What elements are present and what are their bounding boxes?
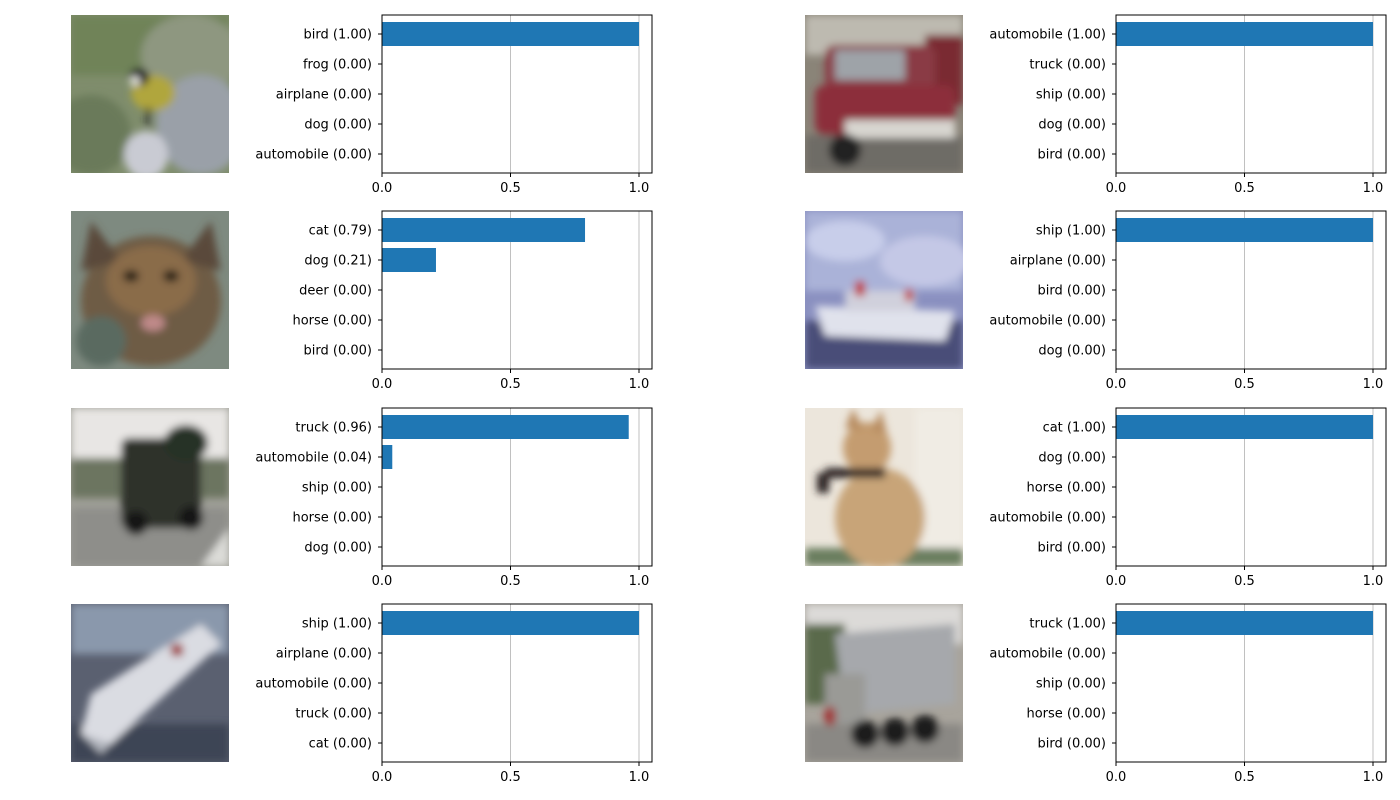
category-label: airplane (0.00) — [1010, 254, 1106, 269]
category-label: ship (0.00) — [1036, 88, 1106, 103]
cat-photo-2 — [805, 408, 963, 566]
category-label: automobile (0.00) — [989, 647, 1106, 662]
x-tick-label: 0.0 — [1106, 770, 1127, 785]
x-tick-label: 1.0 — [1363, 377, 1384, 392]
x-tick-label: 0.5 — [500, 377, 521, 392]
category-label: horse (0.00) — [1026, 481, 1106, 496]
category-label: automobile (0.04) — [255, 451, 372, 466]
category-label: dog (0.00) — [1038, 118, 1106, 133]
bar — [382, 415, 629, 439]
chart-panel-1: bird (1.00) frog (0.00) airplane (0.00) dog… — [255, 14, 653, 196]
x-tick-label: 0.5 — [1234, 770, 1255, 785]
category-label: automobile (1.00) — [989, 28, 1106, 43]
x-tick-label: 0.5 — [500, 770, 521, 785]
truck-photo-2 — [805, 604, 963, 762]
category-label: dog (0.00) — [304, 118, 372, 133]
category-label: cat (0.00) — [309, 737, 372, 752]
category-label: ship (1.00) — [1036, 224, 1106, 239]
category-label: automobile (0.00) — [255, 677, 372, 692]
chart-panel-4: ship (1.00) airplane (0.00) bird (0.00) aut… — [989, 210, 1387, 392]
category-label: bird (0.00) — [1038, 737, 1106, 752]
category-label: bird (0.00) — [304, 344, 372, 359]
category-label: dog (0.00) — [304, 541, 372, 556]
category-label: horse (0.00) — [292, 314, 372, 329]
bar — [1116, 611, 1373, 635]
x-tick-label: 1.0 — [629, 377, 650, 392]
chart-panel-3: cat (0.79) dog (0.21) deer (0.00) horse (0.… — [292, 210, 653, 392]
x-tick-label: 0.0 — [372, 770, 393, 785]
x-tick-label: 0.5 — [500, 181, 521, 196]
bar — [382, 218, 586, 242]
category-label: dog (0.00) — [1038, 344, 1106, 359]
category-label: bird (0.00) — [1038, 284, 1106, 299]
category-label: cat (1.00) — [1043, 421, 1106, 436]
category-label: bird (1.00) — [304, 28, 372, 43]
category-label: ship (0.00) — [1036, 677, 1106, 692]
bar — [1116, 218, 1373, 242]
category-label: horse (0.00) — [1026, 707, 1106, 722]
category-label: truck (1.00) — [1029, 617, 1106, 632]
category-label: automobile (0.00) — [989, 314, 1106, 329]
category-label: cat (0.79) — [309, 224, 372, 239]
category-label: deer (0.00) — [299, 284, 372, 299]
bar — [382, 22, 639, 46]
x-tick-label: 1.0 — [629, 181, 650, 196]
x-tick-label: 0.0 — [1106, 181, 1127, 196]
category-label: airplane (0.00) — [276, 88, 372, 103]
category-label: horse (0.00) — [292, 511, 372, 526]
category-label: frog (0.00) — [303, 58, 372, 73]
chart-panel-5: truck (0.96) automobile (0.04) ship (0.00)… — [255, 407, 653, 589]
chart-panel-2: automobile (1.00) truck (0.00) ship (0.00)… — [989, 14, 1387, 196]
x-tick-label: 0.0 — [1106, 377, 1127, 392]
x-tick-label: 0.0 — [1106, 574, 1127, 589]
x-tick-label: 0.5 — [1234, 574, 1255, 589]
category-label: automobile (0.00) — [989, 511, 1106, 526]
category-label: automobile (0.00) — [255, 148, 372, 163]
x-tick-label: 0.0 — [372, 574, 393, 589]
category-label: truck (0.00) — [295, 707, 372, 722]
category-label: dog (0.00) — [1038, 451, 1106, 466]
chart-panel-7: ship (1.00) airplane (0.00) automobile (0.… — [255, 603, 653, 785]
x-tick-label: 1.0 — [629, 574, 650, 589]
category-label: dog (0.21) — [304, 254, 372, 269]
bar — [382, 248, 436, 272]
x-tick-label: 0.0 — [372, 181, 393, 196]
category-label: bird (0.00) — [1038, 148, 1106, 163]
car-photo — [805, 15, 963, 173]
bar — [382, 445, 393, 469]
category-label: ship (0.00) — [302, 481, 372, 496]
truck-photo — [71, 408, 229, 566]
ship-photo — [805, 211, 963, 369]
cat-photo — [71, 211, 229, 369]
x-tick-label: 0.5 — [500, 574, 521, 589]
x-tick-label: 1.0 — [1363, 181, 1384, 196]
ship-photo-2 — [71, 604, 229, 762]
chart-panel-8: truck (1.00) automobile (0.00) ship (0.00)… — [989, 603, 1387, 785]
bar — [1116, 22, 1373, 46]
x-tick-label: 1.0 — [1363, 574, 1384, 589]
category-label: bird (0.00) — [1038, 541, 1106, 556]
category-label: truck (0.96) — [295, 421, 372, 436]
bar — [382, 611, 639, 635]
category-label: truck (0.00) — [1029, 58, 1106, 73]
category-label: airplane (0.00) — [276, 647, 372, 662]
x-tick-label: 0.5 — [1234, 181, 1255, 196]
chart-panel-6: cat (1.00) dog (0.00) horse (0.00) automobi… — [989, 407, 1387, 589]
bird-photo — [71, 15, 229, 173]
x-tick-label: 0.5 — [1234, 377, 1255, 392]
bar — [1116, 415, 1373, 439]
x-tick-label: 1.0 — [1363, 770, 1384, 785]
x-tick-label: 1.0 — [629, 770, 650, 785]
x-tick-label: 0.0 — [372, 377, 393, 392]
category-label: ship (1.00) — [302, 617, 372, 632]
